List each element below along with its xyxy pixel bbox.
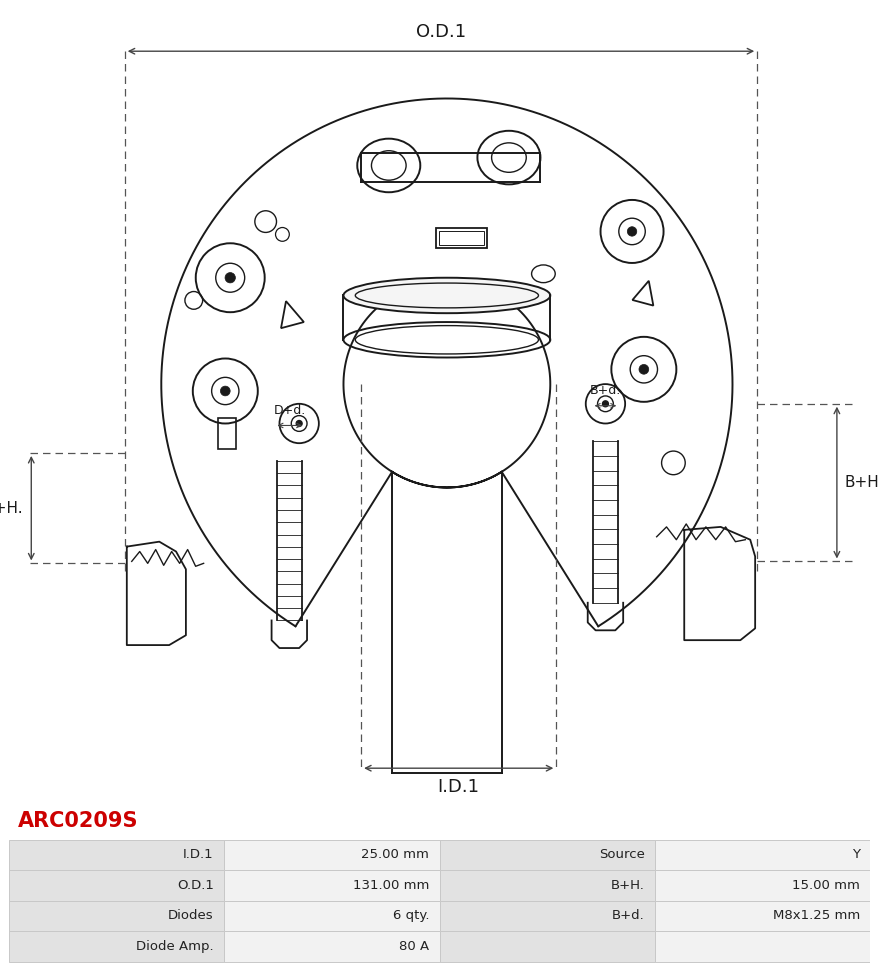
- FancyBboxPatch shape: [439, 931, 654, 961]
- FancyBboxPatch shape: [9, 901, 224, 931]
- Text: 25.00 mm: 25.00 mm: [361, 848, 428, 861]
- FancyBboxPatch shape: [224, 840, 439, 870]
- Circle shape: [220, 386, 230, 396]
- Text: M8x1.25 mm: M8x1.25 mm: [772, 910, 859, 922]
- Text: B+H.: B+H.: [610, 879, 644, 892]
- Text: I.D.1: I.D.1: [183, 848, 213, 861]
- FancyBboxPatch shape: [654, 870, 869, 901]
- Text: B+H.: B+H.: [844, 475, 878, 490]
- Circle shape: [225, 272, 235, 283]
- Circle shape: [296, 420, 302, 426]
- Text: I.D.1: I.D.1: [437, 778, 479, 796]
- Text: D+H.: D+H.: [0, 501, 24, 516]
- Text: 6 qty.: 6 qty.: [392, 910, 428, 922]
- FancyBboxPatch shape: [654, 931, 869, 961]
- FancyBboxPatch shape: [654, 840, 869, 870]
- Text: Diode Amp.: Diode Amp.: [136, 940, 213, 953]
- Text: 15.00 mm: 15.00 mm: [791, 879, 859, 892]
- FancyBboxPatch shape: [9, 931, 224, 961]
- FancyBboxPatch shape: [224, 901, 439, 931]
- FancyBboxPatch shape: [224, 931, 439, 961]
- FancyBboxPatch shape: [9, 870, 224, 901]
- FancyBboxPatch shape: [439, 901, 654, 931]
- Text: B+d.: B+d.: [611, 910, 644, 922]
- Bar: [438, 232, 484, 245]
- FancyBboxPatch shape: [654, 901, 869, 931]
- Text: D+d.: D+d.: [273, 404, 306, 416]
- Circle shape: [601, 401, 608, 407]
- Circle shape: [627, 227, 636, 236]
- Ellipse shape: [343, 277, 550, 313]
- Circle shape: [638, 365, 648, 375]
- Text: Y: Y: [851, 848, 859, 861]
- FancyBboxPatch shape: [439, 870, 654, 901]
- Text: 131.00 mm: 131.00 mm: [352, 879, 428, 892]
- Bar: [435, 229, 486, 248]
- FancyBboxPatch shape: [224, 870, 439, 901]
- Text: O.D.1: O.D.1: [415, 23, 465, 42]
- FancyBboxPatch shape: [439, 840, 654, 870]
- Bar: [218, 417, 236, 450]
- Text: ARC0209S: ARC0209S: [18, 811, 138, 831]
- Text: Source: Source: [598, 848, 644, 861]
- Text: O.D.1: O.D.1: [176, 879, 213, 892]
- Text: 80 A: 80 A: [399, 940, 428, 953]
- Text: B+d.: B+d.: [589, 384, 621, 397]
- Text: Diodes: Diodes: [168, 910, 213, 922]
- FancyBboxPatch shape: [9, 840, 224, 870]
